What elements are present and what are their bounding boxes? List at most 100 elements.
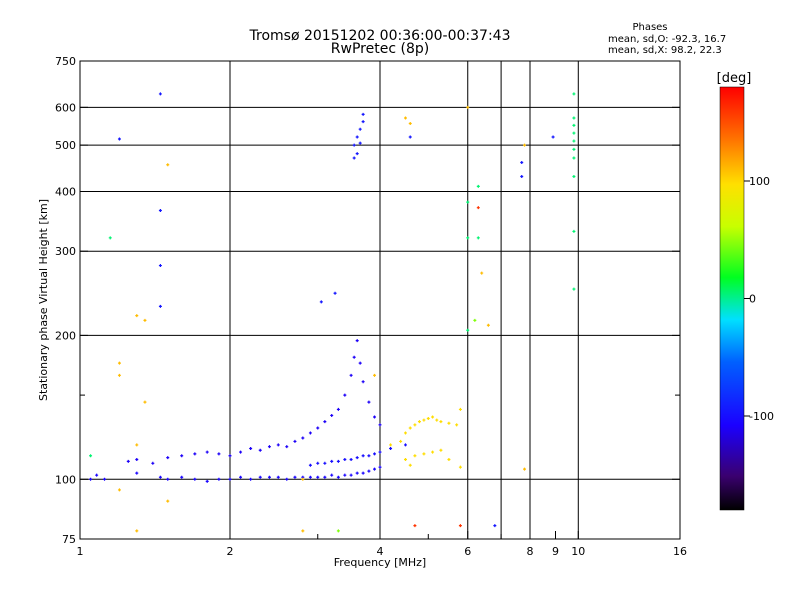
data-point	[389, 443, 393, 447]
data-point	[276, 443, 280, 447]
data-point	[158, 264, 162, 268]
data-point	[466, 105, 470, 109]
data-point	[361, 120, 365, 124]
data-point	[486, 323, 490, 327]
data-point	[572, 131, 576, 135]
data-point	[336, 459, 340, 463]
data-point	[358, 141, 362, 145]
data-point	[126, 459, 130, 463]
data-point	[103, 477, 107, 481]
data-point	[378, 423, 382, 427]
data-point	[308, 431, 312, 435]
data-point	[352, 355, 356, 359]
grid	[80, 61, 680, 539]
data-point	[117, 373, 121, 377]
data-point	[352, 156, 356, 160]
data-point	[367, 469, 371, 473]
x-tick-label: 16	[673, 545, 687, 558]
chart-title: Tromsø 20151202 00:36:00-00:37:43	[249, 28, 511, 44]
data-point	[435, 418, 439, 422]
x-tick-label: 2	[227, 545, 234, 558]
data-point	[117, 137, 121, 141]
data-point	[330, 473, 334, 477]
colorbar-label: [deg]	[717, 71, 752, 86]
data-point	[572, 156, 576, 160]
data-point	[378, 465, 382, 469]
data-point	[217, 477, 221, 481]
data-point	[403, 116, 407, 120]
stats-x-mode: mean, sd,X: 98.2, 22.3	[608, 45, 722, 56]
data-point	[361, 112, 365, 116]
data-point	[166, 477, 170, 481]
data-point	[158, 475, 162, 479]
data-point	[349, 457, 353, 461]
data-point	[417, 420, 421, 424]
data-point	[336, 407, 340, 411]
chart-subtitle: RwPretec (8p)	[331, 41, 429, 57]
data-point	[336, 475, 340, 479]
data-point	[135, 443, 139, 447]
data-point	[151, 461, 155, 465]
data-point	[572, 123, 576, 127]
data-point	[193, 452, 197, 456]
data-point	[180, 475, 184, 479]
data-point	[493, 524, 497, 528]
data-point	[301, 436, 305, 440]
data-point	[285, 477, 289, 481]
colorbar-tick-label: -100	[749, 410, 774, 423]
data-point	[323, 475, 327, 479]
x-tick-label: 6	[464, 545, 471, 558]
data-point	[355, 471, 359, 475]
data-point	[193, 477, 197, 481]
colorbar: [deg] 100 0 -100	[717, 71, 774, 511]
data-point	[572, 116, 576, 120]
data-point	[473, 318, 477, 322]
data-point	[352, 143, 356, 147]
data-point	[431, 415, 435, 419]
y-tick-label: 500	[55, 139, 76, 152]
data-point	[373, 373, 377, 377]
data-point	[117, 488, 121, 492]
data-point	[572, 147, 576, 151]
colorbar-tick-label: 100	[749, 175, 770, 188]
data-point	[330, 413, 334, 417]
data-point	[378, 450, 382, 454]
colorbar-tick-label: 0	[749, 293, 756, 306]
data-point	[572, 229, 576, 233]
data-point	[239, 475, 243, 479]
data-point	[520, 174, 524, 178]
data-point	[458, 524, 462, 528]
data-point	[361, 454, 365, 458]
plot-area: 1 2 4 6 8 9 10 16 75 100 200 300 400 500 600 750	[55, 55, 687, 558]
data-point	[158, 92, 162, 96]
data-point	[403, 431, 407, 435]
x-tick-label: 1	[77, 545, 84, 558]
data-point	[355, 135, 359, 139]
data-point	[349, 473, 353, 477]
x-tick-label: 4	[377, 545, 384, 558]
data-point	[158, 304, 162, 308]
y-tick-label: 200	[55, 329, 76, 342]
data-point	[308, 463, 312, 467]
data-point	[258, 448, 262, 452]
data-point	[228, 454, 232, 458]
data-point	[267, 445, 271, 449]
data-point	[323, 420, 327, 424]
data-point	[249, 477, 253, 481]
data-point	[301, 529, 305, 533]
data-point	[523, 467, 527, 471]
data-point	[166, 499, 170, 503]
data-point	[343, 393, 347, 397]
y-axis-label: Stationary phase Virtual Height [km]	[37, 199, 50, 401]
data-point	[308, 475, 312, 479]
data-point	[572, 174, 576, 178]
data-point	[205, 479, 209, 483]
data-point	[358, 127, 362, 131]
data-point	[458, 407, 462, 411]
axis-ticks: 1 2 4 6 8 9 10 16 75 100 200 300 400 500 600 750	[55, 55, 687, 558]
x-axis-label: Frequency [MHz]	[334, 556, 426, 569]
data-point	[361, 471, 365, 475]
x-tick-label: 10	[571, 545, 585, 558]
y-tick-label: 600	[55, 101, 76, 114]
